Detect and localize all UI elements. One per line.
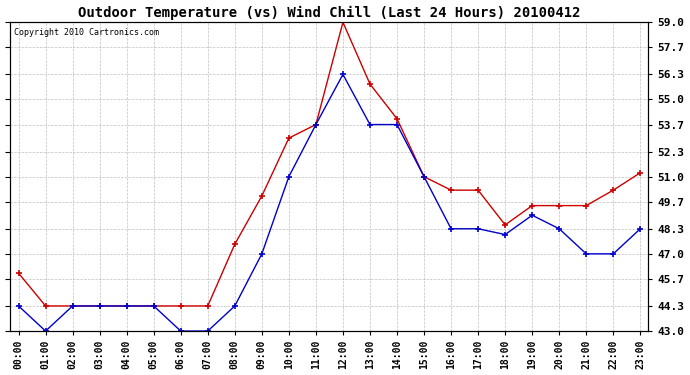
Title: Outdoor Temperature (vs) Wind Chill (Last 24 Hours) 20100412: Outdoor Temperature (vs) Wind Chill (Las… [78, 6, 581, 20]
Text: Copyright 2010 Cartronics.com: Copyright 2010 Cartronics.com [14, 28, 159, 38]
